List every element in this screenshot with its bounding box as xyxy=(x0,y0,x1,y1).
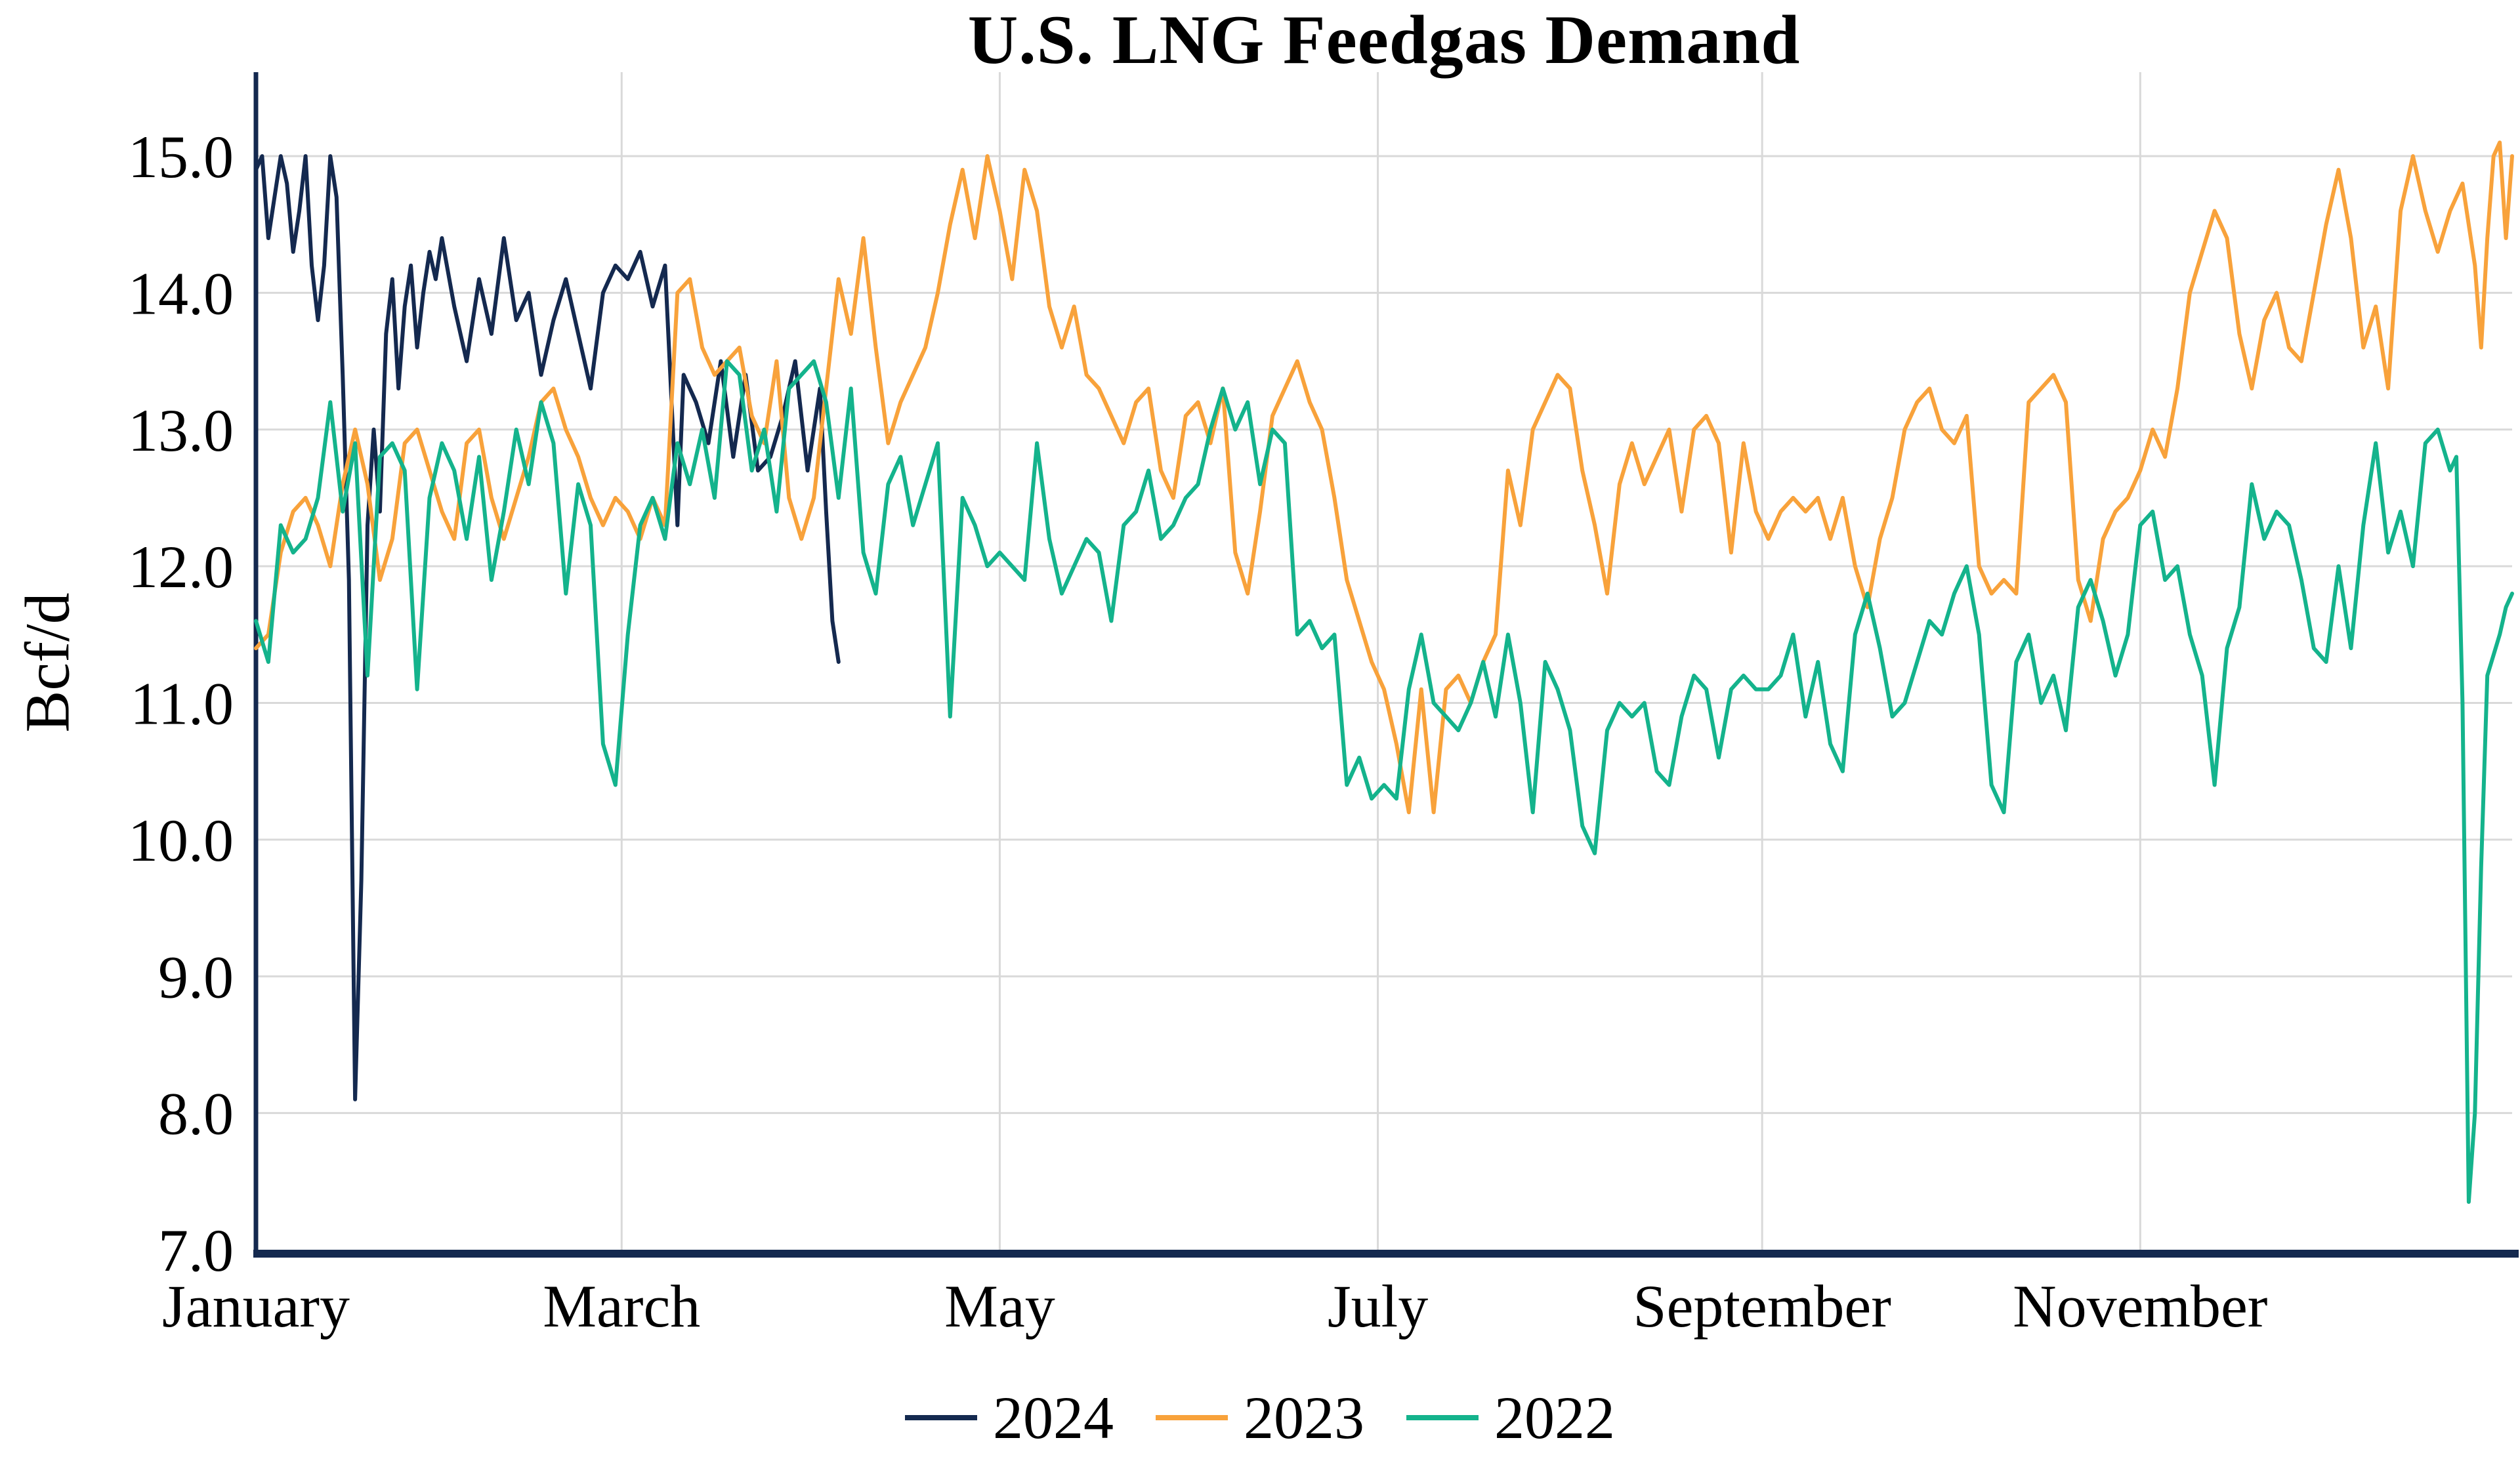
x-tick-label-March: March xyxy=(543,1273,700,1340)
chart-title: U.S. LNG Feedgas Demand xyxy=(967,1,1801,78)
x-tick-label-January: January xyxy=(162,1273,350,1340)
x-tick-label-July: July xyxy=(1328,1273,1428,1340)
series-line-2022 xyxy=(254,359,2514,1204)
x-tick-label-November: November xyxy=(2013,1273,2267,1340)
y-tick-label-11.0: 11.0 xyxy=(130,670,234,737)
legend-swatch-2024 xyxy=(905,1415,977,1420)
x-tick-label-May: May xyxy=(944,1273,1055,1340)
legend-swatch-2022 xyxy=(1406,1415,1479,1420)
legend-label-2024: 2024 xyxy=(993,1384,1114,1451)
y-tick-label-9.0: 9.0 xyxy=(158,943,234,1010)
y-tick-label-8.0: 8.0 xyxy=(158,1080,234,1147)
legend-item-2022: 2022 xyxy=(1406,1383,1615,1452)
y-tick-label-12.0: 12.0 xyxy=(128,533,234,600)
legend-swatch-2023 xyxy=(1156,1415,1228,1420)
legend-label-2023: 2023 xyxy=(1244,1384,1364,1451)
y-tick-label-13.0: 13.0 xyxy=(128,397,234,464)
x-tick-label-September: September xyxy=(1633,1273,1891,1340)
series-line-2023 xyxy=(254,140,2514,815)
y-tick-label-10.0: 10.0 xyxy=(128,807,234,874)
series-line-2024 xyxy=(254,154,841,1101)
y-tick-label-14.0: 14.0 xyxy=(128,260,234,327)
y-tick-label-15.0: 15.0 xyxy=(128,123,234,190)
legend: 2024 2023 2022 xyxy=(0,1383,2520,1452)
legend-item-2023: 2023 xyxy=(1156,1383,1364,1452)
y-tick-label-7.0: 7.0 xyxy=(158,1217,234,1284)
legend-item-2024: 2024 xyxy=(905,1383,1114,1452)
legend-label-2022: 2022 xyxy=(1494,1384,1615,1451)
